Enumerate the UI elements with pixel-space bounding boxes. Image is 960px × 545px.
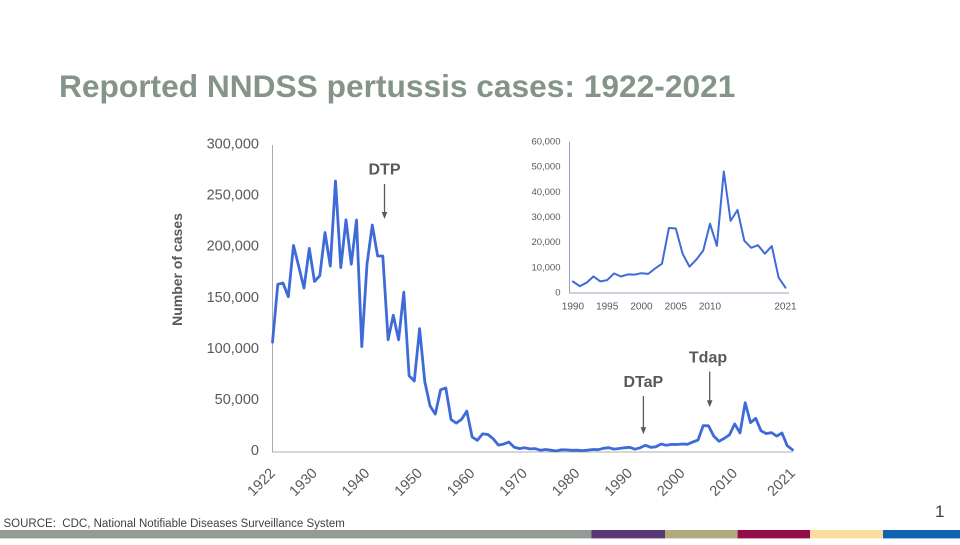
svg-text:60,000: 60,000 xyxy=(531,137,560,148)
svg-text:200,000: 200,000 xyxy=(207,239,259,255)
svg-text:20,000: 20,000 xyxy=(531,237,560,248)
svg-text:SOURCE: CDC, National Notifia: SOURCE: CDC, National Notifiable Disease… xyxy=(4,518,345,530)
svg-text:Number of cases: Number of cases xyxy=(169,213,185,326)
svg-text:2010: 2010 xyxy=(699,301,722,312)
svg-text:2021: 2021 xyxy=(774,301,797,312)
svg-text:1: 1 xyxy=(935,502,944,521)
svg-text:1990: 1990 xyxy=(562,301,585,312)
svg-text:50,000: 50,000 xyxy=(215,392,259,408)
svg-text:300,000: 300,000 xyxy=(207,137,259,153)
svg-text:Tdap: Tdap xyxy=(689,349,727,366)
svg-text:10,000: 10,000 xyxy=(531,262,560,273)
svg-text:50,000: 50,000 xyxy=(531,162,560,173)
svg-text:150,000: 150,000 xyxy=(207,290,259,306)
svg-text:2000: 2000 xyxy=(630,301,653,312)
svg-text:DTaP: DTaP xyxy=(623,374,663,391)
svg-text:2005: 2005 xyxy=(665,301,688,312)
svg-text:DTP: DTP xyxy=(369,162,401,179)
svg-text:Reported NNDSS pertussis cases: Reported NNDSS pertussis cases: 1922-202… xyxy=(59,68,735,104)
svg-text:30,000: 30,000 xyxy=(531,212,560,223)
svg-text:1995: 1995 xyxy=(596,301,619,312)
svg-text:250,000: 250,000 xyxy=(207,188,259,204)
svg-text:0: 0 xyxy=(555,288,560,299)
svg-text:0: 0 xyxy=(251,443,259,459)
svg-text:40,000: 40,000 xyxy=(531,187,560,198)
svg-text:100,000: 100,000 xyxy=(207,341,259,357)
